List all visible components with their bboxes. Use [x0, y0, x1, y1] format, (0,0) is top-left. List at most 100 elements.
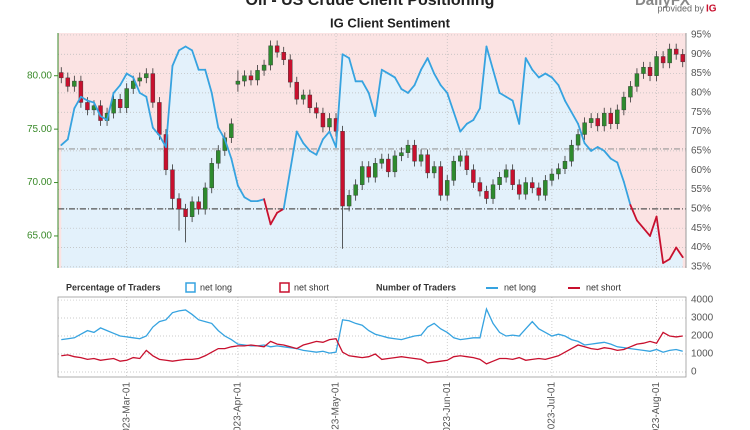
sentiment-line — [322, 130, 331, 141]
candle-body — [412, 144, 417, 162]
candle-body — [536, 187, 542, 196]
sentiment-line — [315, 138, 324, 156]
y2-tick-label: 95% — [691, 30, 711, 41]
sentiment-line — [511, 99, 521, 125]
candle-body — [438, 166, 443, 196]
candle-body — [117, 99, 123, 108]
candle-body — [294, 81, 299, 100]
legend-title: Percentage of Traders — [66, 282, 161, 292]
candle-body — [641, 66, 646, 74]
candle-body — [268, 45, 273, 66]
candle-body — [255, 70, 260, 81]
candle-body — [530, 182, 535, 189]
traders-line — [61, 331, 683, 365]
legend-title: Number of Traders — [376, 282, 456, 292]
sentiment-line — [99, 115, 108, 121]
candle-body — [157, 102, 162, 135]
candle-body — [602, 112, 607, 127]
candle-body — [497, 177, 502, 185]
sentiment-line — [184, 45, 194, 52]
candle-body — [301, 94, 306, 100]
sentiment-line — [518, 57, 527, 125]
candle-body — [445, 180, 450, 196]
candle-body — [314, 107, 319, 114]
candle-body — [647, 66, 653, 76]
candle-body — [150, 73, 156, 103]
sentiment-line — [407, 84, 416, 94]
candle-body — [183, 209, 188, 217]
candle-body — [373, 163, 378, 178]
sentiment-line — [655, 215, 665, 264]
sentiment-line — [649, 215, 658, 237]
candle-body — [137, 77, 142, 82]
y2-tick-label: 80% — [691, 88, 711, 99]
candle-body — [588, 118, 594, 123]
sentiment-line — [426, 57, 436, 75]
sentiment-line — [106, 92, 115, 121]
y2-tick-label: 75% — [691, 107, 711, 118]
candle-body — [543, 180, 548, 196]
y-tick-label: 1000 — [691, 349, 714, 360]
candle-body — [418, 154, 424, 162]
candle-body — [235, 80, 241, 85]
candle-body — [575, 134, 581, 146]
candle-body — [660, 56, 666, 64]
sentiment-line — [217, 126, 226, 141]
sentiment-line — [191, 49, 200, 71]
candle-body — [503, 169, 509, 178]
sentiment-line — [289, 130, 298, 172]
y-tick-label: 0 — [691, 367, 697, 378]
y2-tick-label: 55% — [691, 184, 711, 195]
candle-body — [379, 158, 385, 164]
candle-body — [673, 48, 679, 55]
candle-body — [484, 190, 489, 199]
candle-body — [307, 94, 313, 108]
sentiment-line — [622, 180, 632, 206]
sentiment-line — [387, 72, 396, 79]
candle-body — [111, 99, 116, 114]
candle-body — [274, 45, 280, 53]
candle-body — [288, 59, 293, 83]
y2-tick-label: 65% — [691, 146, 711, 157]
sentiment-line — [557, 84, 566, 102]
sentiment-line — [86, 99, 95, 104]
x-tick-label: 2023-Jun-01 — [442, 382, 453, 430]
x-tick-label: 2023-Jul-01 — [547, 382, 558, 430]
candle-body — [562, 160, 568, 169]
sentiment-line — [302, 142, 311, 152]
sentiment-line — [609, 157, 619, 164]
candle-body — [477, 182, 483, 192]
sentiment-line — [472, 107, 481, 121]
sentiment-line — [668, 246, 678, 261]
candle-body — [320, 112, 326, 128]
y-tick-label: 80.00 — [27, 70, 52, 81]
candle-body — [510, 169, 515, 185]
sentiment-line — [243, 196, 252, 203]
candle-body — [582, 122, 587, 135]
sentiment-line — [590, 146, 599, 152]
traders-line — [61, 307, 683, 354]
candle-body — [346, 195, 352, 207]
candle-body — [451, 160, 456, 181]
x-tick-label: 2023-Apr-01 — [233, 382, 244, 430]
sentiment-line — [393, 76, 403, 90]
candle-body — [366, 166, 371, 178]
legend-label: net short — [294, 282, 330, 292]
candle-body — [425, 154, 430, 174]
candle-body — [340, 131, 345, 207]
candle-body — [202, 187, 208, 210]
sentiment-line — [269, 211, 279, 226]
sentiment-line — [93, 101, 102, 118]
sentiment-line — [479, 45, 488, 110]
candle-body — [65, 77, 71, 87]
sentiment-line — [642, 227, 651, 237]
sentiment-line — [675, 246, 684, 259]
sentiment-line — [60, 138, 69, 146]
sentiment-line — [295, 130, 305, 145]
provider: provided by — [657, 3, 704, 13]
candle-body — [59, 72, 64, 79]
sentiment-line — [570, 111, 579, 125]
candle-body — [229, 123, 234, 138]
sentiment-line — [151, 126, 161, 137]
y2-tick-label: 45% — [691, 223, 711, 234]
